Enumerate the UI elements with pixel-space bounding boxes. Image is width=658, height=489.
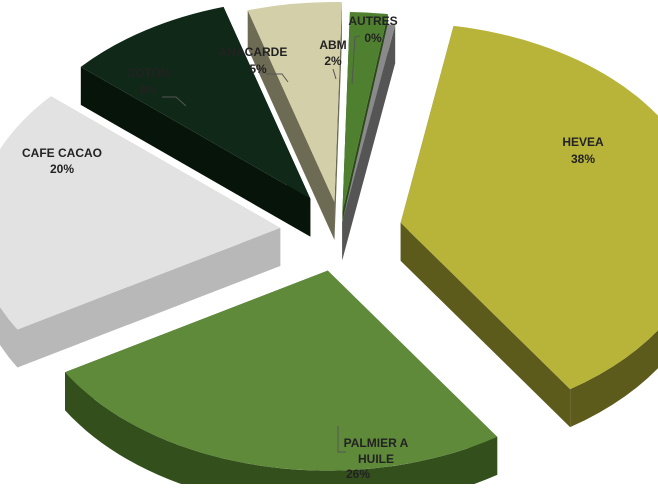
slice-edge-autres <box>342 25 396 261</box>
slice-value-cafe-cacao: 20% <box>50 162 74 176</box>
slice-palmier-a-huile <box>65 270 498 489</box>
slice-label-palmier-a-huile: PALMIER A HUILE <box>344 436 409 466</box>
slice-label-cafe-cacao: CAFE CACAO <box>22 146 102 160</box>
slice-edge-anacarde <box>247 10 335 241</box>
slice-coton <box>80 6 311 237</box>
slice-label-anacarde: ANACARDE <box>219 45 288 59</box>
leader-line-palmier-a-huile <box>337 426 346 453</box>
slice-value-abm: 2% <box>324 54 342 68</box>
slice-label-autres: AUTRES <box>348 14 397 28</box>
slice-top-cafe-cacao <box>0 96 281 330</box>
slice-anacarde <box>247 2 342 241</box>
slice-label-hevea: HEVEA <box>562 135 604 149</box>
slice-value-autres: 0% <box>364 31 382 45</box>
slice-edge-cafe-cacao <box>17 227 281 368</box>
slice-side-cafe-cacao <box>0 306 18 368</box>
slice-top-anacarde <box>247 2 342 203</box>
slice-side-palmier-a-huile <box>65 372 498 489</box>
slice-label-abm: ABM <box>319 38 346 52</box>
slice-value-coton: 9% <box>139 83 157 97</box>
slice-hevea <box>400 25 658 428</box>
slice-autres <box>342 24 396 261</box>
slice-top-palmier-a-huile <box>65 270 498 471</box>
slice-value-palmier-a-huile: 26% <box>346 467 370 481</box>
slice-edge-hevea <box>400 222 571 428</box>
slice-value-hevea: 38% <box>571 152 595 166</box>
slice-cafe-cacao <box>0 96 281 368</box>
leader-line-coton <box>162 96 187 107</box>
slice-value-anacarde: 5% <box>249 62 267 76</box>
leader-line-abm <box>332 68 337 80</box>
slice-top-coton <box>80 6 311 199</box>
slice-edge-coton <box>80 66 311 237</box>
leader-line-anacarde <box>266 73 289 83</box>
slice-label-coton: COTON <box>126 66 169 80</box>
slice-top-autres <box>342 24 396 223</box>
slice-top-hevea <box>400 25 658 390</box>
leader-line-autres <box>351 35 361 85</box>
slice-side-hevea <box>570 330 658 428</box>
slice-edge-anacarde <box>334 2 342 241</box>
